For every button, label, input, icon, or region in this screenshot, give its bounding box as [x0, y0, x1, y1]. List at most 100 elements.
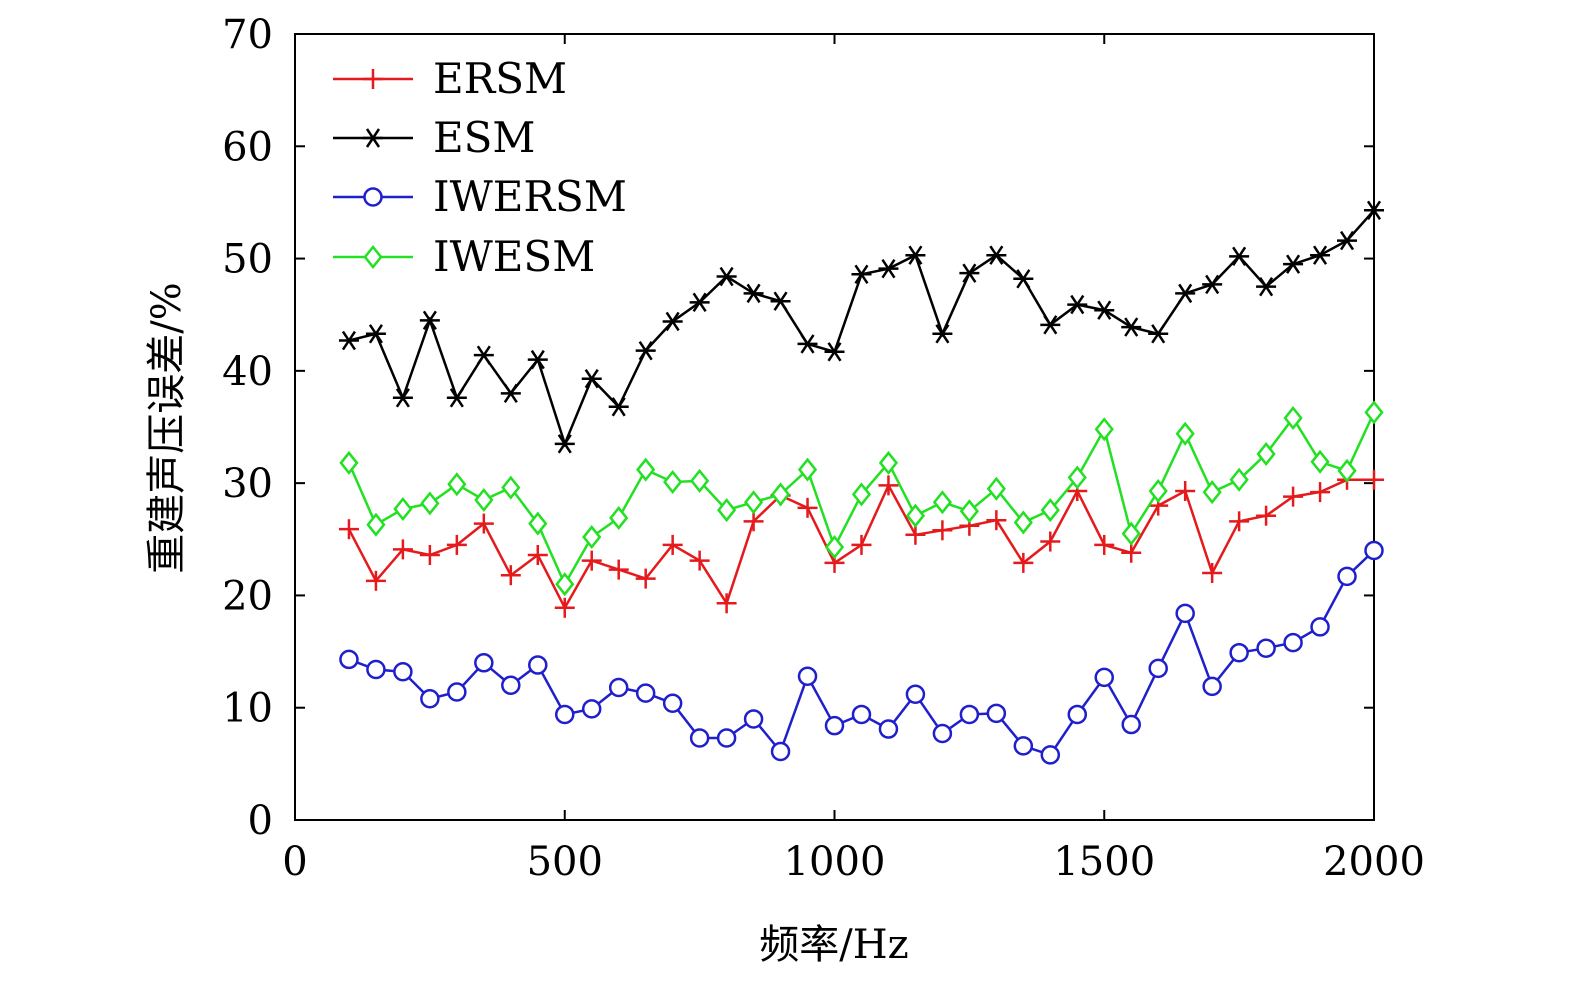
series-line — [348, 549, 1375, 757]
series-iwesm — [339, 400, 1384, 597]
data-point — [878, 450, 899, 475]
data-point — [339, 649, 359, 670]
series-layer — [338, 200, 1384, 765]
data-point — [474, 487, 494, 512]
x-tick-label: 2000 — [1323, 839, 1425, 885]
data-point — [1337, 566, 1357, 587]
data-point — [743, 283, 764, 304]
data-point — [1229, 246, 1250, 267]
data-point — [635, 340, 656, 361]
data-point — [689, 728, 710, 748]
series-esm — [338, 200, 1384, 454]
data-point — [770, 741, 791, 762]
data-point — [690, 468, 710, 493]
data-point — [1364, 540, 1384, 561]
data-point — [851, 534, 872, 555]
data-point — [1337, 230, 1358, 251]
data-point — [1283, 406, 1303, 431]
data-point — [393, 662, 413, 682]
data-point — [932, 520, 953, 541]
data-point — [986, 245, 1007, 265]
data-point — [932, 723, 953, 744]
data-point — [501, 475, 521, 500]
data-point — [1364, 400, 1384, 425]
data-point — [1310, 449, 1330, 474]
data-point — [554, 434, 575, 454]
data-point — [473, 513, 494, 534]
data-point — [932, 324, 953, 344]
data-point — [1256, 276, 1277, 297]
data-point — [689, 550, 710, 571]
data-point — [743, 709, 764, 729]
data-point — [824, 535, 845, 560]
legend-item-esm: ESM — [333, 113, 535, 162]
data-point — [581, 699, 602, 719]
data-point — [1283, 254, 1304, 274]
data-point — [689, 292, 710, 313]
y-tick-label: 10 — [222, 686, 273, 732]
data-point — [635, 568, 656, 589]
legend-item-iwersm: IWERSM — [333, 172, 627, 221]
legend-item-iwesm: IWESM — [333, 232, 595, 281]
data-point — [1310, 245, 1331, 265]
data-point — [1148, 324, 1169, 344]
data-point — [501, 675, 521, 696]
data-point — [339, 450, 359, 475]
data-point — [1202, 480, 1222, 505]
data-point — [1283, 632, 1303, 653]
data-point — [1121, 521, 1141, 546]
data-point — [959, 263, 980, 283]
y-tick-label: 40 — [222, 349, 273, 395]
data-point — [392, 388, 413, 408]
data-point — [555, 572, 575, 597]
legend-label: ERSM — [433, 54, 567, 103]
data-point — [986, 476, 1006, 501]
y-tick-label: 30 — [222, 461, 273, 507]
data-point — [959, 499, 979, 524]
y-tick-label: 70 — [222, 12, 273, 58]
data-point — [716, 498, 737, 523]
x-axis-title: 频率/Hz — [759, 922, 908, 968]
data-point — [419, 545, 440, 566]
x-tick-label: 1000 — [784, 839, 886, 885]
data-point — [393, 496, 413, 521]
data-point — [1013, 269, 1034, 289]
axis-ticks — [294, 33, 1375, 821]
data-point — [1175, 421, 1195, 446]
data-point — [500, 383, 521, 404]
data-point — [420, 688, 440, 709]
data-point — [582, 525, 602, 550]
data-point — [1256, 505, 1277, 526]
y-tick-label: 50 — [222, 237, 273, 283]
data-point — [878, 258, 899, 279]
legend-label: IWESM — [433, 232, 595, 281]
x-tick-label: 1500 — [1053, 839, 1155, 885]
data-point — [555, 704, 575, 725]
data-point — [1121, 542, 1142, 563]
data-point — [986, 510, 1007, 531]
data-point — [905, 245, 926, 265]
data-point — [608, 559, 629, 580]
data-point — [905, 524, 926, 545]
data-point — [1229, 467, 1249, 492]
data-point — [419, 310, 440, 331]
data-point — [770, 482, 791, 507]
data-point — [851, 704, 872, 725]
data-point — [365, 324, 386, 344]
data-point — [797, 666, 818, 687]
data-point — [986, 703, 1007, 724]
data-point — [1202, 562, 1223, 583]
data-point — [474, 653, 494, 673]
data-point — [528, 511, 548, 536]
data-point — [447, 472, 467, 497]
data-point — [1067, 704, 1088, 725]
data-point — [366, 659, 386, 680]
y-tick-label: 60 — [222, 124, 273, 170]
tick-labels: 0 500 1000 1500 2000 0 10 20 30 40 50 60 70 — [222, 12, 1425, 885]
data-point — [636, 457, 656, 482]
data-point — [1040, 745, 1061, 765]
data-point — [1013, 552, 1034, 573]
data-point — [635, 683, 656, 703]
legend-marker — [363, 128, 383, 148]
